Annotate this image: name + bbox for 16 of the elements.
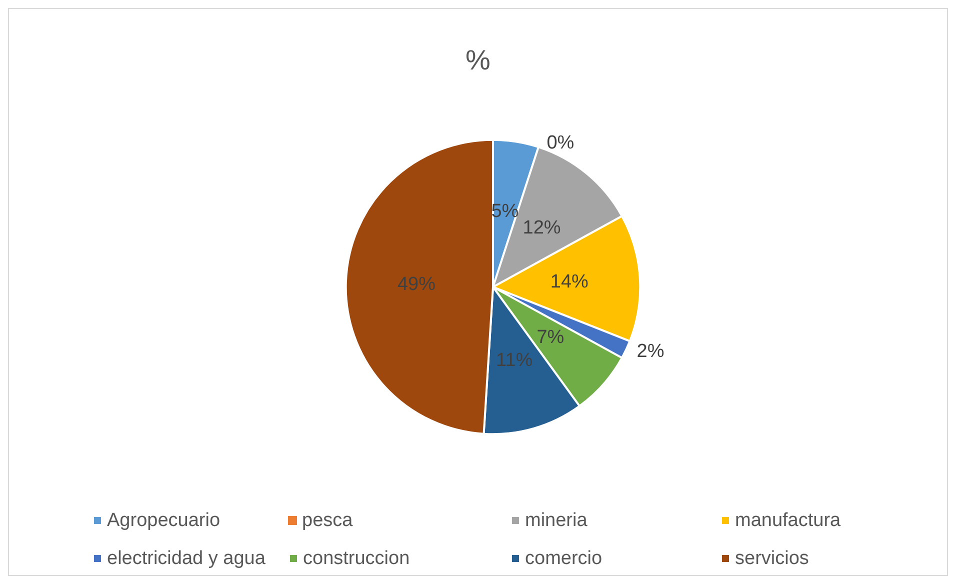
legend-label: construccion (303, 548, 410, 569)
text: 0% (546, 132, 574, 154)
legend-label: Agropecuario (107, 510, 220, 531)
legend-label: manufactura (735, 510, 842, 531)
data-label: 12% (522, 217, 561, 238)
data-label: 2% (636, 340, 664, 362)
data-label: 11% (496, 350, 533, 372)
data-label: 14% (550, 272, 589, 293)
chart-title: % (466, 44, 490, 76)
legend-label: electricidad y agua (107, 548, 266, 569)
legend-label: servicios (735, 548, 809, 569)
legend-label: pesca (302, 510, 354, 531)
data-label: 49% (397, 274, 436, 296)
data-label: 7% (536, 327, 564, 348)
legend-label: mineria (525, 510, 588, 531)
legend-label: comercio (525, 548, 602, 569)
